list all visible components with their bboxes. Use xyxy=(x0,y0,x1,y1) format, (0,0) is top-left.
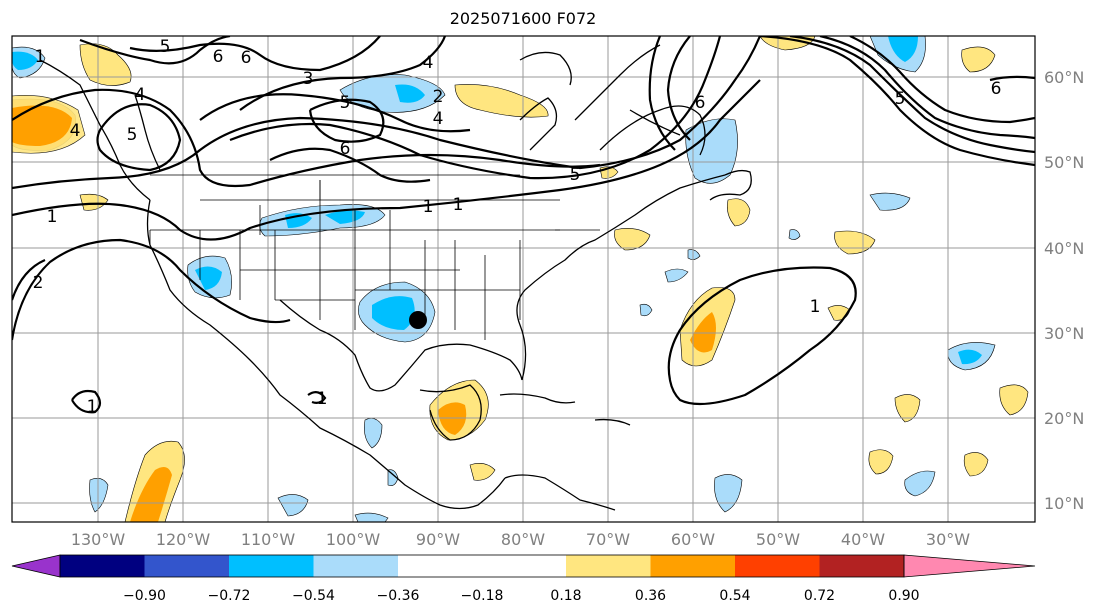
contour-label: 5 xyxy=(127,125,138,145)
lat-label: 60°N xyxy=(1044,68,1084,87)
contour-label: 1 xyxy=(453,195,464,215)
contour-lines xyxy=(12,36,1035,414)
lat-label: 40°N xyxy=(1044,239,1084,258)
lon-label: 50°W xyxy=(756,530,800,549)
lat-label: 50°N xyxy=(1044,153,1084,172)
lon-label: 130°W xyxy=(71,530,126,549)
lat-label: 20°N xyxy=(1044,409,1084,428)
colorbar-tick-label: −0.18 xyxy=(461,588,504,604)
contour-label: 3 xyxy=(303,69,314,89)
contour-label: 2 xyxy=(433,87,444,107)
contour-label: 4 xyxy=(423,53,434,73)
contour-label: 6 xyxy=(695,93,706,113)
contour-label: 6 xyxy=(991,79,1002,99)
lon-label: 30°W xyxy=(926,530,970,549)
coastlines xyxy=(39,44,752,511)
contour-label: 6 xyxy=(241,48,252,68)
colorbar-tick-label: −0.54 xyxy=(292,588,335,604)
colorbar: −0.90 −0.72 −0.54 −0.36 −0.18 0.18 0.36 … xyxy=(11,554,1036,604)
contour-label: 2 xyxy=(33,273,44,293)
lon-label: 60°W xyxy=(671,530,715,549)
contour-label-group: 1 5 6 4 3 1 4 5 6 4 5 2 6 5 6 4 5 1 6 1 … xyxy=(33,37,1002,417)
anomaly-shading xyxy=(12,36,1029,522)
lon-label: 40°W xyxy=(841,530,885,549)
contour-label: 1 xyxy=(810,297,821,317)
contour-label: 5 xyxy=(340,93,351,113)
contour-label: 5 xyxy=(895,89,906,109)
lon-label: 120°W xyxy=(156,530,211,549)
plot-frame xyxy=(11,35,1036,523)
colorbar-segment xyxy=(735,555,820,577)
contour-label: 4 xyxy=(135,85,146,105)
colorbar-extend-min xyxy=(11,554,61,578)
colorbar-segment xyxy=(650,555,735,577)
colorbar-tick-label: −0.90 xyxy=(123,588,166,604)
contour-label: 1 xyxy=(87,397,98,417)
colorbar-segment xyxy=(566,555,651,577)
contour-label: 4 xyxy=(70,121,81,141)
contour-label: 4 xyxy=(433,109,444,129)
lon-label: 110°W xyxy=(241,530,296,549)
lat-label: 30°N xyxy=(1044,324,1084,343)
colorbar-segment xyxy=(60,555,145,577)
lon-label: 70°W xyxy=(586,530,630,549)
contour-label: 5 xyxy=(160,37,171,57)
map-title: 2025071600 F072 xyxy=(449,9,597,28)
contour-label: 1 xyxy=(317,389,328,409)
contour-label: 1 xyxy=(47,207,58,227)
lon-label: 90°W xyxy=(416,530,460,549)
colorbar-segment xyxy=(313,555,398,577)
contour-label: 5 xyxy=(570,165,581,185)
colorbar-segment xyxy=(229,555,314,577)
lon-label: 100°W xyxy=(326,530,381,549)
colorbar-extend-max xyxy=(903,554,1036,578)
lat-label: 10°N xyxy=(1044,494,1084,513)
latitude-labels: 60°N 50°N 40°N 30°N 20°N 10°N xyxy=(1044,68,1084,513)
colorbar-tick-label: 0.18 xyxy=(550,588,581,604)
lat-lon-grid xyxy=(12,36,1035,522)
colorbar-tick-label: 0.72 xyxy=(804,588,835,604)
state-borders xyxy=(149,174,600,340)
contour-label: 6 xyxy=(340,139,351,159)
colorbar-segment xyxy=(144,555,229,577)
contour-label: 1 xyxy=(423,197,434,217)
colorbar-segment xyxy=(398,555,566,577)
colorbar-tick-label: −0.36 xyxy=(377,588,420,604)
colorbar-tick-label: 0.36 xyxy=(635,588,666,604)
contour-label: 1 xyxy=(35,47,46,67)
lon-label: 80°W xyxy=(501,530,545,549)
colorbar-tick-label: 0.90 xyxy=(888,588,919,604)
storm-center-marker xyxy=(409,311,427,329)
colorbar-tick-label: −0.72 xyxy=(208,588,251,604)
contour-label: 6 xyxy=(213,47,224,67)
colorbar-segment xyxy=(819,555,904,577)
longitude-labels: 130°W 120°W 110°W 100°W 90°W 80°W 70°W 6… xyxy=(71,530,970,549)
colorbar-tick-label: 0.54 xyxy=(719,588,750,604)
